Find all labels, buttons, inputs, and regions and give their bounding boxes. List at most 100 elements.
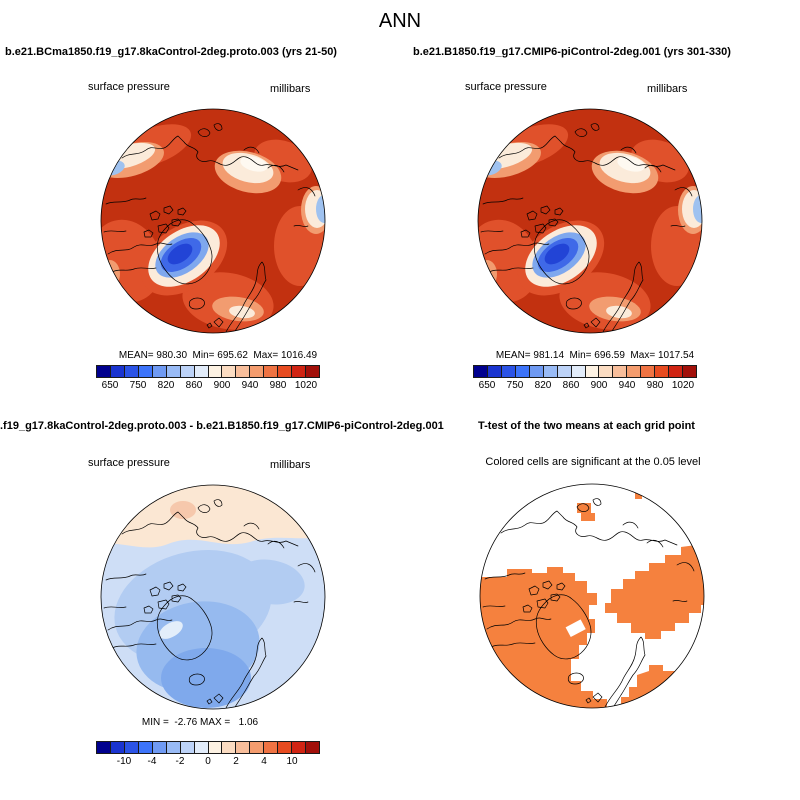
field-label-top-right: surface pressure [465,81,547,93]
colorbar-segments [96,741,320,754]
colorbar-tick-label: 2 [233,756,239,767]
colorbar-tick-label: -4 [147,756,157,767]
colorbar-tick-label: 650 [478,380,496,391]
colorbar-segment [613,366,628,377]
colorbar-tick-label: 900 [213,380,231,391]
colorbar-tick-row: -10 -4 -2 0 2 4 10 [96,756,320,770]
colorbar-tick-label: 940 [618,380,636,391]
stats-top-right: MEAN= 981.14 Min= 696.59 Max= 1017.54 [495,350,695,361]
map-boundary-circle [100,108,326,334]
panel-title-top-right: b.e21.B1850.f19_g17.CMIP6-piControl-2deg… [413,46,731,58]
pressure-field-top-left [101,109,325,333]
units-label-top-left: millibars [270,83,311,95]
colorbar-tick-label: -10 [116,756,132,767]
colorbar-segments [473,365,697,378]
colorbar-segment [236,366,251,377]
colorbar-segment [250,742,265,753]
colorbar-tick-row: 650 750 820 860 900 940 980 1020 [473,380,697,394]
colorbar-tick-label: 1020 [671,380,695,391]
colorbar-segment [138,366,153,377]
panel-title-bottom-right: T-test of the two means at each grid poi… [478,420,695,432]
units-label-top-right: millibars [647,83,688,95]
colorbar-segment [515,366,530,377]
colorbar-tick-label: 980 [269,380,287,391]
page-title: ANN [378,10,422,32]
colorbar-segment [292,366,307,377]
colorbar-segment [166,742,181,753]
difference-field [101,485,325,709]
colorbar-segment [501,366,516,377]
map-boundary-circle [479,483,705,709]
colorbar-tick-label: 0 [205,756,211,767]
panel-title-bottom-left-truncated: .f19_g17.8kaControl-2deg.proto.003 - b.e… [0,420,444,432]
significance-note: Colored cells are significant at the 0.0… [485,456,701,468]
colorbar-segment [278,742,293,753]
colorbar-tick-label: 860 [185,380,203,391]
colorbar-tick-label: 750 [129,380,147,391]
map-boundary-circle [477,108,703,334]
colorbar-segment [194,742,209,753]
colorbar-segment [627,366,642,377]
colorbar-segment [306,366,319,377]
pressure-field-shapes [478,109,702,333]
colorbar-bottom-left: -10 -4 -2 0 2 4 10 [96,741,320,767]
colorbar-segment [683,366,696,377]
field-label-top-left: surface pressure [88,81,170,93]
colorbar-tick-label: 10 [286,756,298,767]
colorbar-segment [208,742,223,753]
significance-field [480,484,704,708]
colorbar-tick-label: 650 [101,380,119,391]
colorbar-segment [292,742,307,753]
colorbar-tick-label: 750 [506,380,524,391]
colorbar-segment [180,742,195,753]
significance-field-shapes [480,484,704,708]
colorbar-segment [180,366,195,377]
stats-top-left: MEAN= 980.30 Min= 695.62 Max= 1016.49 [118,350,318,361]
colorbar-segment [152,742,167,753]
colorbar-segment [669,366,684,377]
panel-title-top-left: b.e21.BCma1850.f19_g17.8kaControl-2deg.p… [5,46,337,58]
colorbar-segment [152,366,167,377]
colorbar-segment [97,366,111,377]
map-boundary-circle [100,484,326,710]
colorbar-segment [110,742,125,753]
colorbar-tick-row: 650 750 820 860 900 940 980 1020 [96,380,320,394]
colorbar-segment [236,742,251,753]
colorbar-tick-label: 820 [157,380,175,391]
pressure-field-top-right [478,109,702,333]
map-bottom-right-significance [479,483,705,709]
colorbar-segment [222,742,237,753]
colorbar-segment [222,366,237,377]
colorbar-segment [599,366,614,377]
colorbar-tick-label: 820 [534,380,552,391]
colorbar-tick-label: 1020 [294,380,318,391]
colorbar-segment [124,366,139,377]
colorbar-segment [306,742,319,753]
colorbar-segments [96,365,320,378]
colorbar-segment [110,366,125,377]
colorbar-segment [208,366,223,377]
colorbar-segment [641,366,656,377]
colorbar-segment [264,742,279,753]
colorbar-tick-label: 860 [562,380,580,391]
colorbar-top-left: 650 750 820 860 900 940 980 1020 [96,365,320,391]
colorbar-segment [278,366,293,377]
colorbar-tick-label: -2 [175,756,185,767]
colorbar-segment [250,366,265,377]
map-top-left [100,108,326,334]
colorbar-segment [543,366,558,377]
stats-bottom-left: MIN = -2.76 MAX = 1.06 [141,717,259,728]
colorbar-segment [585,366,600,377]
colorbar-segment [138,742,153,753]
colorbar-segment [529,366,544,377]
colorbar-top-right: 650 750 820 860 900 940 980 1020 [473,365,697,391]
difference-field-shapes [101,485,325,709]
pressure-field-shapes [101,109,325,333]
colorbar-tick-label: 980 [646,380,664,391]
colorbar-segment [655,366,670,377]
colorbar-segment [97,742,111,753]
colorbar-segment [124,742,139,753]
map-bottom-left-difference [100,484,326,710]
colorbar-tick-label: 940 [241,380,259,391]
